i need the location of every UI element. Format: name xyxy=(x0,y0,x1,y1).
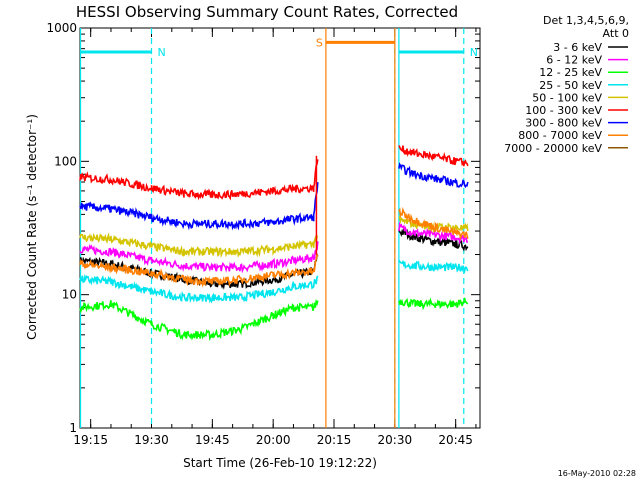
series-line-50-100-kev xyxy=(398,215,469,234)
series-line-25-50-kev xyxy=(79,273,319,304)
legend-label-7000-20000-kev: 7000 - 20000 keV xyxy=(504,142,602,155)
x-axis-label: Start Time (26-Feb-10 19:12:22) xyxy=(183,456,377,470)
legend-label-12-25-kev: 12 - 25 keV xyxy=(539,66,602,79)
series-line-6-12-kev xyxy=(79,241,319,274)
series-line-300-800-kev xyxy=(398,162,469,189)
x-tick-label: 20:45 xyxy=(438,433,473,447)
x-tick-label: 20:15 xyxy=(317,433,352,447)
series-line-800-7000-kev xyxy=(79,253,319,288)
flag-label-n: N xyxy=(158,46,166,59)
y-axis-label: Corrected Count Rate (s⁻¹ detector⁻¹) xyxy=(25,114,39,340)
series-line-12-25-kev xyxy=(398,297,469,311)
plot-frame xyxy=(79,27,481,429)
x-tick-label: 20:00 xyxy=(256,433,291,447)
legend-label-800-7000-kev: 800 - 7000 keV xyxy=(518,129,602,142)
footer-timestamp: 16-May-2010 02:28 xyxy=(558,469,636,478)
x-tick-label: 19:45 xyxy=(195,433,230,447)
series-line-100-300-kev xyxy=(398,145,469,167)
series-line-300-800-kev xyxy=(79,182,319,231)
legend-label-50-100-kev: 50 - 100 keV xyxy=(532,91,602,104)
series-line-800-7000-kev xyxy=(398,206,469,241)
y-tick-label: 10 xyxy=(62,288,77,302)
series-line-12-25-kev xyxy=(79,298,319,342)
series-line-50-100-kev xyxy=(79,232,319,259)
legend-label-3-6-kev: 3 - 6 keV xyxy=(553,41,602,54)
legend-title-line-2: Att 0 xyxy=(603,27,629,40)
flag-label-n: N xyxy=(470,46,478,59)
legend-label-100-300-kev: 100 - 300 keV xyxy=(525,104,602,117)
legend-title-line-1: Det 1,3,4,5,6,9, xyxy=(543,14,629,27)
series-line-100-300-kev xyxy=(79,159,319,201)
y-tick-label: 100 xyxy=(54,154,77,168)
legend-label-25-50-kev: 25 - 50 keV xyxy=(539,79,602,92)
y-tick-label: 1000 xyxy=(46,21,77,35)
y-tick-label: 1 xyxy=(69,421,77,435)
flag-label-s: S xyxy=(316,36,323,49)
series-line-25-50-kev xyxy=(398,259,469,274)
legend-label-300-800-kev: 300 - 800 keV xyxy=(525,117,602,130)
x-tick-label: 19:15 xyxy=(73,433,108,447)
series-line-6-12-kev xyxy=(398,221,469,245)
x-tick-label: 19:30 xyxy=(134,433,169,447)
chart-title: HESSI Observing Summary Count Rates, Cor… xyxy=(76,3,458,21)
legend-label-6-12-kev: 6 - 12 keV xyxy=(546,54,602,67)
x-tick-label: 20:30 xyxy=(378,433,413,447)
